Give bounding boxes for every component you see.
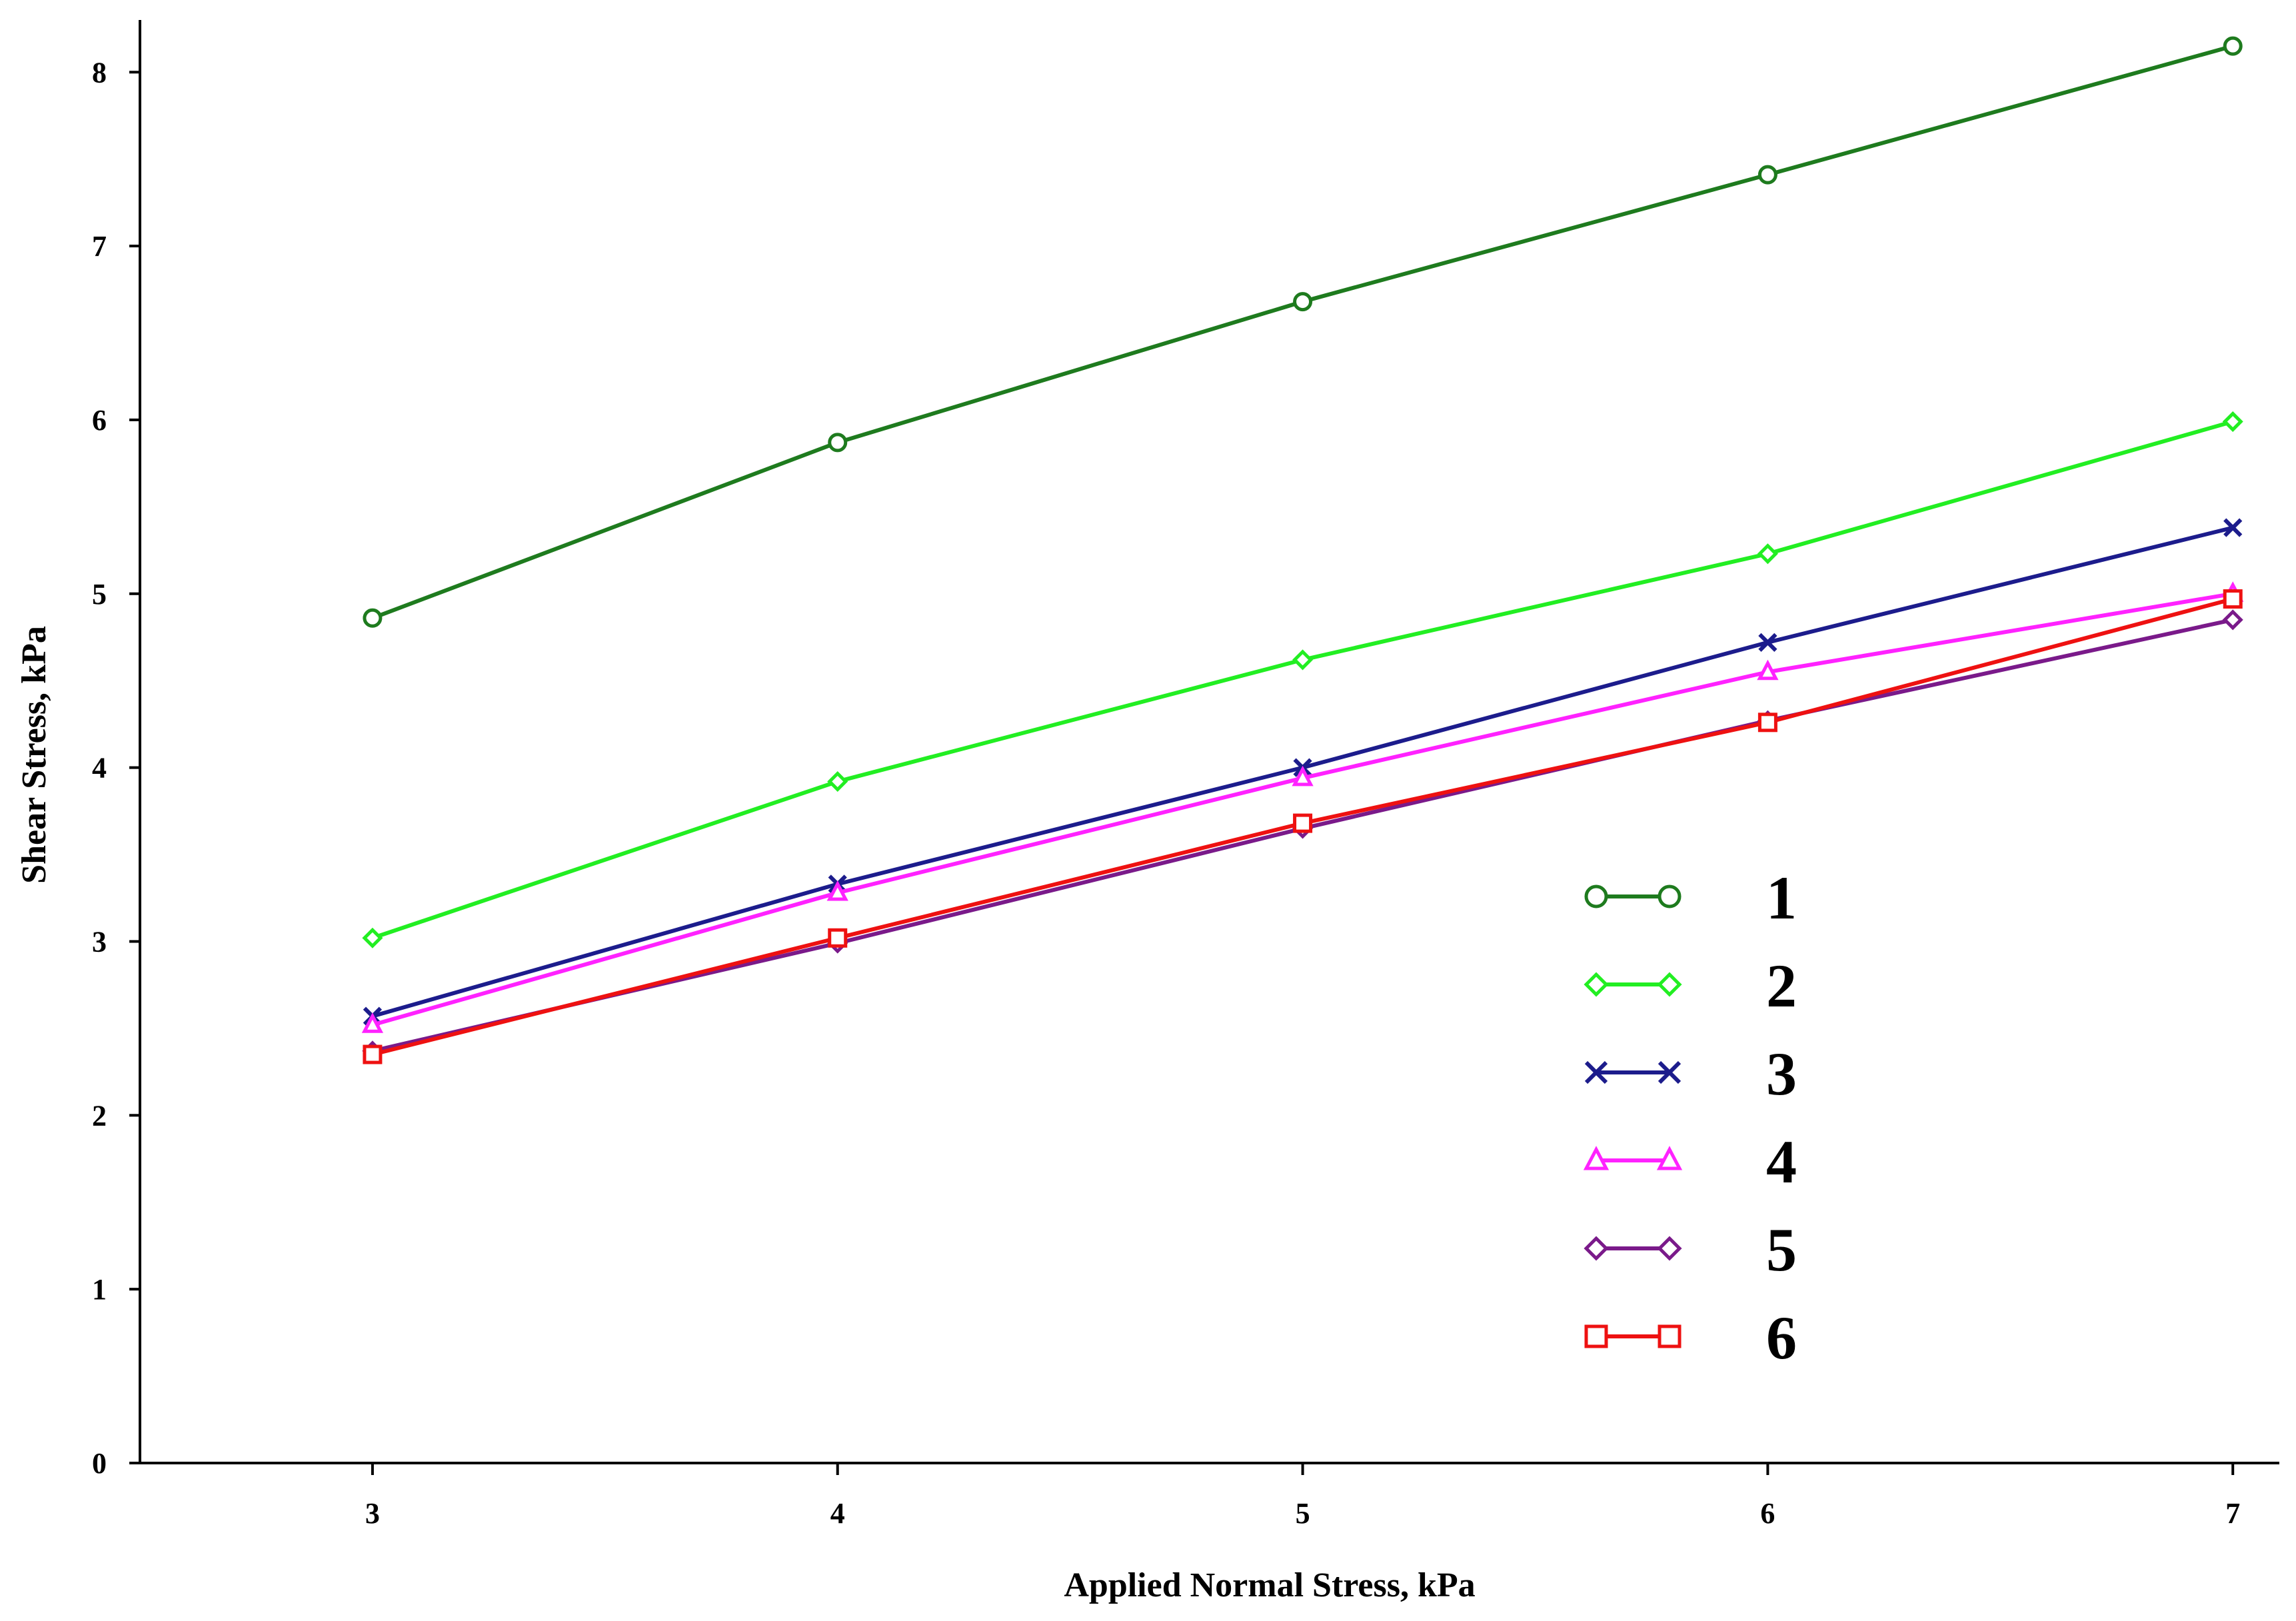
data-point: [2222, 411, 2243, 433]
y-tick-label: 8: [92, 56, 107, 89]
data-point: [1292, 649, 1314, 671]
legend: 1 2 3 4 5 6: [1583, 864, 1797, 1372]
x-tick-label: 4: [830, 1497, 845, 1530]
series-2: [362, 411, 2243, 948]
data-point: [1584, 972, 1609, 997]
y-tick-label: 0: [92, 1447, 107, 1480]
y-tick-label: 1: [92, 1273, 107, 1306]
legend-item: 3: [1584, 1040, 1797, 1108]
data-point: [1658, 1060, 1682, 1084]
legend-item: 2: [1584, 952, 1797, 1020]
x-tick-label: 5: [1296, 1497, 1310, 1530]
x-axis-ticks: 3 4 5 6 7: [365, 1463, 2240, 1530]
data-point: [363, 608, 383, 628]
data-point: [1293, 292, 1313, 312]
series-5: [362, 609, 2243, 1062]
data-point: [1293, 813, 1313, 833]
data-point: [1658, 884, 1682, 908]
data-point: [1657, 1236, 1682, 1261]
data-point: [2223, 36, 2243, 56]
plot-series: [361, 36, 2244, 1064]
data-point: [1584, 1236, 1609, 1261]
data-point: [1757, 543, 1778, 565]
data-point: [1757, 713, 1777, 733]
y-tick-label: 3: [92, 925, 107, 958]
data-point: [2222, 609, 2243, 631]
data-point: [1584, 1324, 1608, 1348]
legend-item: 4: [1583, 1128, 1797, 1196]
data-point: [1292, 765, 1314, 787]
data-point: [1583, 1146, 1610, 1170]
legend-item: 5: [1584, 1216, 1797, 1284]
series-6: [363, 589, 2243, 1064]
data-point: [826, 880, 848, 901]
x-tick-label: 3: [365, 1497, 380, 1530]
legend-label: 6: [1766, 1304, 1797, 1372]
data-point: [361, 1012, 384, 1033]
legend-item: 1: [1584, 864, 1797, 932]
data-point: [827, 771, 848, 793]
legend-label: 3: [1766, 1040, 1797, 1108]
y-tick-label: 2: [92, 1099, 107, 1132]
data-point: [363, 1044, 383, 1064]
y-tick-label: 4: [92, 752, 107, 785]
data-point: [828, 433, 848, 453]
axes: [139, 20, 2279, 1464]
data-point: [1584, 884, 1608, 908]
data-point: [362, 927, 383, 948]
y-axis-ticks: 0 1 2 3 4 5 6 7 8: [92, 56, 140, 1480]
data-point: [2223, 589, 2243, 609]
data-point: [2223, 518, 2243, 537]
data-point: [1584, 1060, 1608, 1084]
data-point: [1656, 1146, 1683, 1170]
legend-label: 2: [1766, 952, 1797, 1020]
data-point: [1757, 165, 1777, 185]
series-line: [371, 44, 2234, 621]
y-axis-title: Shear Stress, kPa: [15, 626, 53, 884]
series-4: [361, 581, 2244, 1033]
data-point: [1657, 972, 1682, 997]
y-tick-label: 7: [92, 230, 107, 263]
x-tick-label: 7: [2225, 1497, 2240, 1530]
series-1: [363, 36, 2243, 628]
data-point: [1758, 633, 1777, 652]
legend-label: 5: [1766, 1216, 1797, 1284]
y-tick-label: 6: [92, 404, 107, 437]
legend-item: 6: [1584, 1304, 1797, 1372]
x-axis-title: Applied Normal Stress, kPa: [1064, 1566, 1475, 1604]
legend-label: 1: [1766, 864, 1797, 932]
data-point: [1658, 1324, 1682, 1348]
y-tick-label: 5: [92, 578, 107, 611]
x-tick-label: 6: [1760, 1497, 1775, 1530]
legend-label: 4: [1766, 1128, 1797, 1196]
data-point: [828, 928, 848, 948]
data-point: [1757, 659, 1779, 681]
